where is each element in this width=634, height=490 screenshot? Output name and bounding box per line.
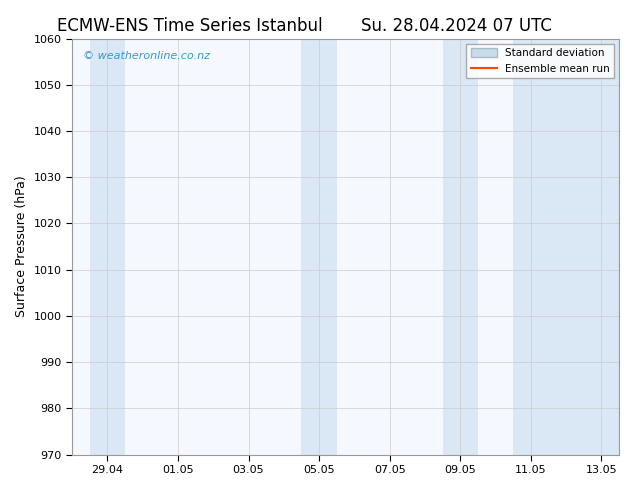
- Bar: [90, 39, 125, 455]
- Text: ECMW-ENS Time Series Istanbul: ECMW-ENS Time Series Istanbul: [58, 17, 323, 35]
- Y-axis label: Surface Pressure (hPa): Surface Pressure (hPa): [15, 176, 28, 318]
- Bar: [443, 39, 478, 455]
- Legend: Standard deviation, Ensemble mean run: Standard deviation, Ensemble mean run: [467, 44, 614, 78]
- Bar: [513, 39, 619, 455]
- Text: © weatheronline.co.nz: © weatheronline.co.nz: [83, 51, 210, 61]
- Text: Su. 28.04.2024 07 UTC: Su. 28.04.2024 07 UTC: [361, 17, 552, 35]
- Bar: [301, 39, 337, 455]
